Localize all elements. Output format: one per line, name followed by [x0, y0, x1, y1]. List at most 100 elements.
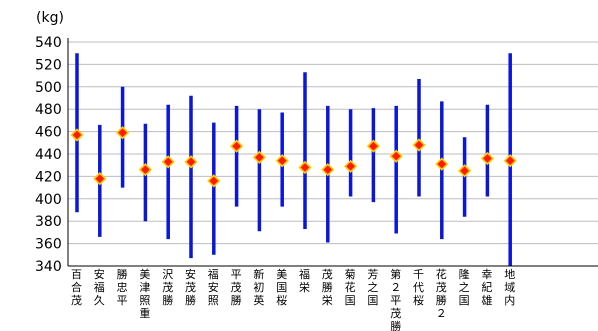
- y-tick-label: 460: [35, 125, 62, 141]
- x-tick-label: 国: [367, 294, 378, 307]
- x-tick-label: 桜: [413, 293, 424, 307]
- x-tick-label: 国: [345, 294, 356, 307]
- y-tick-label: 380: [35, 214, 62, 230]
- x-tick-label: 美: [139, 268, 150, 281]
- x-tick-label: 茂: [231, 280, 242, 294]
- x-tick-label: 英: [253, 293, 264, 307]
- mean-marker: [343, 159, 358, 173]
- mean-marker: [229, 139, 244, 153]
- mean-marker: [138, 163, 153, 177]
- y-tick-label: 360: [35, 237, 62, 253]
- y-tick-label: 500: [35, 80, 62, 96]
- x-tick-label: 之: [459, 280, 470, 294]
- x-tick-label: 之: [367, 280, 378, 294]
- y-tick-label: 420: [35, 169, 62, 185]
- mean-marker: [115, 126, 130, 140]
- x-tick-label: 国: [276, 281, 287, 294]
- x-tick-label: 菊: [345, 268, 356, 281]
- x-tick-label: 花: [345, 281, 356, 294]
- mean-marker: [321, 163, 335, 177]
- x-tick-label: 地: [504, 268, 515, 281]
- y-tick-label: 440: [35, 147, 62, 163]
- x-tick-label: 国: [459, 294, 470, 307]
- range-bars: [75, 53, 512, 266]
- x-tick-label: 新: [253, 267, 264, 281]
- y-tick-label: 540: [35, 35, 62, 51]
- x-tick-label: 勝: [436, 293, 447, 307]
- x-tick-label: 福: [94, 280, 105, 294]
- x-tick-label: 安: [94, 267, 105, 281]
- x-tick-label: 芳: [367, 267, 378, 281]
- x-tick-label: 茂: [322, 267, 333, 281]
- y-tick-label: 520: [35, 57, 62, 73]
- x-tick-label: 平: [390, 294, 401, 307]
- x-tick-label: 幸: [481, 268, 492, 281]
- mean-marker: [389, 149, 403, 163]
- mean-marker: [184, 155, 198, 169]
- y-axis-ticks: 340 360 380 400 420 440 460 480 500 520 540: [35, 35, 62, 275]
- x-tick-label: 津: [139, 281, 150, 294]
- mean-marker: [275, 154, 289, 168]
- x-tick-label: 勝: [185, 293, 196, 307]
- axes: [67, 38, 598, 267]
- mean-marker: [435, 157, 449, 171]
- x-tick-label: 平: [231, 268, 242, 281]
- mean-marker: [366, 139, 381, 153]
- y-tick-label: 480: [35, 102, 62, 118]
- x-tick-label: 千: [413, 268, 424, 281]
- x-tick-label: 重: [139, 306, 150, 320]
- x-tick-label: 福: [299, 267, 310, 281]
- x-tick-label: 茂: [71, 293, 82, 307]
- x-tick-label: 久: [94, 294, 105, 307]
- mean-marker: [457, 164, 472, 178]
- x-axis-labels: 百合茂安福久勝忠平美津照重沢茂勝安茂勝福安照平茂勝新初英美国桜福栄茂勝栄菊花国芳…: [71, 267, 515, 331]
- x-tick-label: 茂: [185, 280, 196, 294]
- mean-marker: [70, 128, 84, 142]
- x-tick-label: 茂: [162, 280, 173, 294]
- x-tick-label: 茂: [436, 280, 447, 294]
- x-tick-label: 百: [71, 268, 82, 281]
- mean-marker: [161, 155, 175, 169]
- x-tick-label: 勝: [162, 293, 173, 307]
- x-tick-label: 栄: [299, 280, 310, 294]
- mean-marker: [480, 151, 495, 166]
- x-tick-label: 平: [117, 294, 128, 307]
- x-tick-label: 安: [208, 280, 219, 294]
- y-tick-label: 340: [35, 259, 62, 275]
- x-tick-label: 忠: [117, 281, 128, 294]
- x-tick-label: 茂: [390, 306, 401, 320]
- x-tick-label: 代: [413, 281, 424, 294]
- y-unit-label: (kg): [36, 10, 64, 26]
- x-tick-label: 照: [139, 294, 150, 307]
- y-tick-label: 400: [35, 192, 62, 208]
- x-tick-label: 隆: [459, 267, 470, 281]
- x-tick-label: 勝: [322, 280, 333, 294]
- x-tick-label: 沢: [162, 267, 173, 281]
- x-tick-label: 勝: [390, 319, 401, 331]
- x-tick-label: ２: [436, 307, 447, 320]
- x-tick-label: 内: [504, 293, 515, 307]
- mean-marker: [298, 160, 312, 175]
- mean-marker: [252, 150, 267, 164]
- grid-lines: [68, 41, 598, 267]
- x-tick-label: 勝: [117, 267, 128, 281]
- x-tick-label: 安: [185, 267, 196, 281]
- mean-marker: [503, 154, 517, 168]
- mean-marker: [93, 172, 107, 186]
- x-tick-label: 福: [208, 267, 219, 281]
- x-tick-label: 花: [436, 268, 447, 281]
- x-tick-label: 域: [504, 281, 515, 294]
- x-tick-label: 第: [390, 267, 401, 281]
- x-tick-label: 照: [208, 294, 219, 307]
- x-tick-label: 美: [276, 268, 287, 281]
- x-tick-label: 勝: [231, 293, 242, 307]
- x-tick-label: 桜: [276, 293, 287, 307]
- x-tick-label: 紀: [481, 281, 492, 294]
- mean-marker: [412, 138, 426, 152]
- x-tick-label: 雄: [481, 293, 492, 307]
- x-tick-label: 栄: [322, 293, 333, 307]
- x-tick-label: 初: [253, 280, 264, 294]
- x-tick-label: ２: [390, 281, 401, 294]
- mean-markers: [70, 126, 517, 188]
